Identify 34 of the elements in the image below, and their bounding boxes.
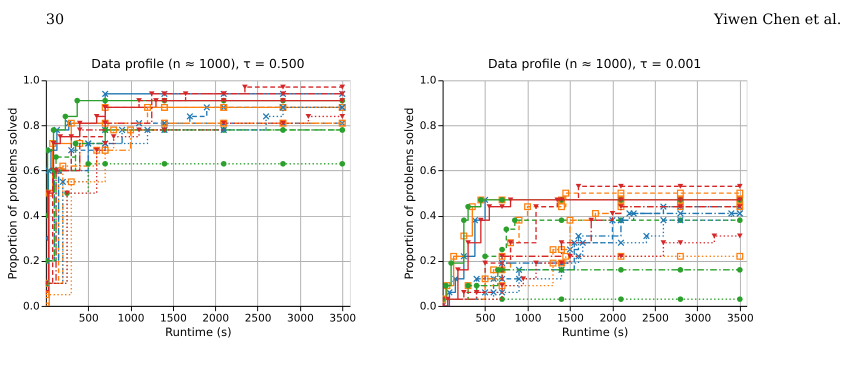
x-tick-label: 2500 xyxy=(642,312,669,325)
y-tick-label: 0.2 xyxy=(22,255,40,268)
y-axis-title: Proportion of problems solved xyxy=(402,108,416,280)
y-tick-label: 0.0 xyxy=(22,300,40,312)
y-tick-label: 0.4 xyxy=(420,210,437,222)
text: 30 xyxy=(46,12,64,28)
y-tick-label: 0.4 xyxy=(22,210,40,222)
y-tick-label: 0.2 xyxy=(420,255,436,268)
x-tick-label: 3500 xyxy=(329,312,356,325)
x-tick-label: 3000 xyxy=(684,312,712,325)
chart-title: Data profile (n ≈ 1000), τ = 0.500 xyxy=(91,56,305,71)
x-tick-label: 3000 xyxy=(287,312,314,325)
chart-title: Data profile (n ≈ 1000), τ = 0.001 xyxy=(488,56,702,71)
x-tick-label: 2000 xyxy=(202,312,230,325)
text: Yiwen Chen et al. xyxy=(713,12,842,28)
y-tick-label: 0.6 xyxy=(420,164,437,177)
x-tick-label: 500 xyxy=(476,312,496,325)
x-tick-label: 1000 xyxy=(514,312,542,325)
y-tick-label: 1.0 xyxy=(420,74,436,87)
x-tick-label: 2500 xyxy=(244,312,272,325)
x-axis-title: Runtime (s) xyxy=(562,325,628,340)
x-tick-label: 1000 xyxy=(118,312,144,325)
x-tick-label: 1500 xyxy=(557,312,584,325)
x-tick-label: 2000 xyxy=(600,312,626,325)
y-tick-label: 0.6 xyxy=(22,164,40,177)
y-tick-label: 0.8 xyxy=(22,120,40,132)
y-tick-label: 1.0 xyxy=(22,74,40,87)
x-tick-label: 3500 xyxy=(726,312,754,325)
x-tick-label: 1500 xyxy=(160,312,187,325)
y-tick-label: 0.8 xyxy=(420,120,436,132)
x-axis-title: Runtime (s) xyxy=(165,325,232,340)
y-axis-title: Proportion of problems solved xyxy=(5,108,20,280)
y-tick-label: 0.0 xyxy=(420,300,436,312)
x-tick-label: 500 xyxy=(78,312,99,325)
